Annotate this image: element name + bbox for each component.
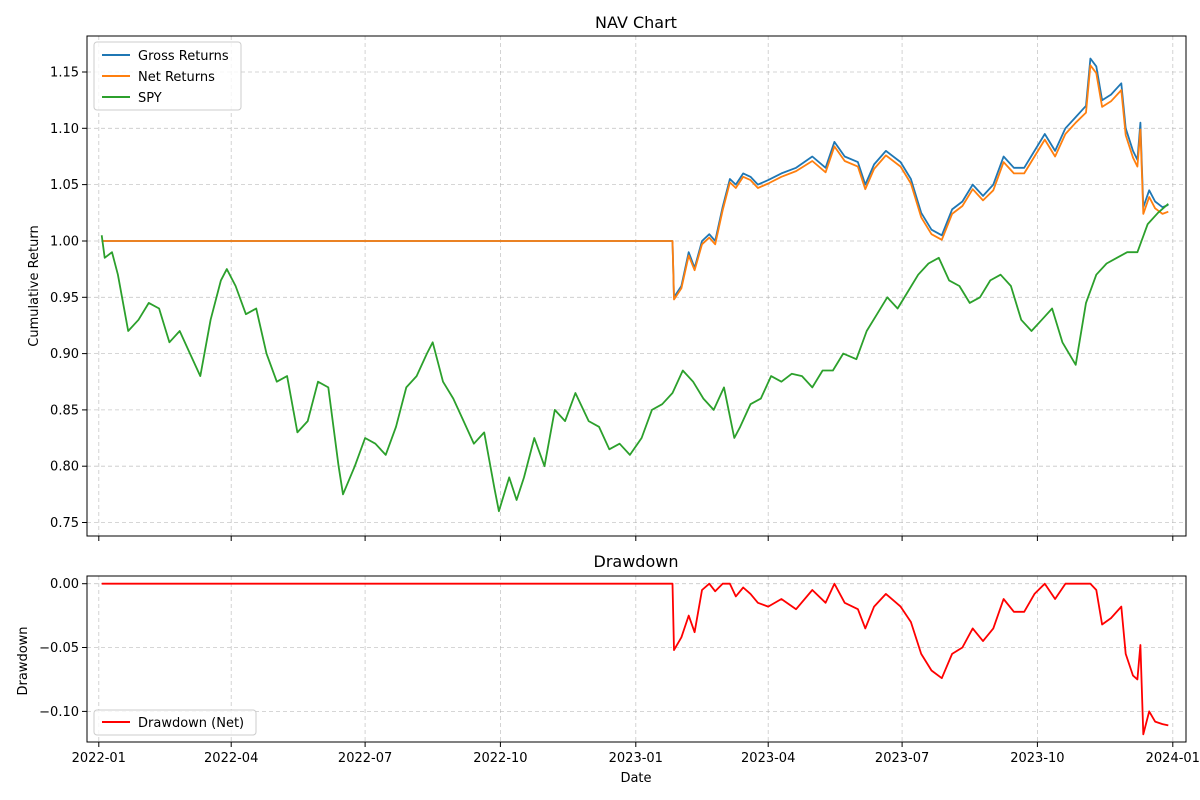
legend-label-gross: Gross Returns bbox=[138, 49, 229, 64]
drawdown-x-tick-label: 2022-04 bbox=[204, 751, 258, 766]
drawdown-series-group bbox=[101, 582, 1169, 736]
nav-legend-box bbox=[93, 41, 242, 111]
nav-y-tick-label: 0.75 bbox=[50, 516, 79, 531]
drawdown-x-tick-label: 2023-10 bbox=[1010, 751, 1064, 766]
drawdown-legend-box bbox=[93, 709, 257, 736]
drawdown-legend: Drawdown (Net) bbox=[93, 709, 257, 736]
drawdown-y-tick-label: 0.00 bbox=[50, 577, 79, 592]
drawdown-x-tick-label: 2022-10 bbox=[473, 751, 527, 766]
series-line-net-returns bbox=[101, 64, 1169, 301]
drawdown-title: Drawdown bbox=[594, 552, 679, 571]
drawdown-panel: Drawdown Drawdown Date 2022-01 2022-04 202… bbox=[16, 552, 1200, 786]
nav-y-tick-label: 1.15 bbox=[50, 66, 79, 81]
nav-chart-panel: NAV Chart Cumulative Return 0.75 0.80 0.85… bbox=[27, 13, 1187, 541]
drawdown-plot-frame bbox=[86, 575, 1187, 743]
drawdown-y-axis-label: Drawdown bbox=[16, 626, 31, 695]
nav-y-tick-label: 0.90 bbox=[50, 347, 79, 362]
drawdown-x-tick-label: 2022-07 bbox=[338, 751, 392, 766]
nav-y-tick-label: 1.05 bbox=[50, 178, 79, 193]
drawdown-y-tick-label: −0.10 bbox=[39, 705, 79, 720]
drawdown-x-tick-label: 2023-04 bbox=[741, 751, 795, 766]
nav-series-group bbox=[100, 57, 1169, 513]
nav-y-tick-label: 0.95 bbox=[50, 291, 79, 306]
drawdown-x-tick-label: 2024-01 bbox=[1146, 751, 1200, 766]
drawdown-x-tick-label: 2023-01 bbox=[609, 751, 663, 766]
nav-y-tick-label: 1.10 bbox=[50, 122, 79, 137]
nav-legend: Gross Returns Net Returns SPY bbox=[93, 41, 242, 111]
nav-ticks: 0.75 0.80 0.85 0.90 0.95 1.00 1.05 1.10 1.15 bbox=[50, 66, 1174, 541]
legend-label-spy: SPY bbox=[138, 91, 162, 106]
series-line-drawdown-net bbox=[101, 582, 1169, 736]
legend-label-net: Net Returns bbox=[138, 70, 215, 85]
nav-y-tick-label: 1.00 bbox=[50, 235, 79, 250]
drawdown-x-tick-label: 2023-07 bbox=[875, 751, 929, 766]
nav-chart-title: NAV Chart bbox=[595, 13, 677, 32]
nav-y-tick-label: 0.85 bbox=[50, 403, 79, 418]
series-line-spy bbox=[100, 203, 1169, 513]
drawdown-x-tick-label: 2022-01 bbox=[72, 751, 126, 766]
drawdown-y-tick-label: −0.05 bbox=[39, 641, 79, 656]
x-axis-label: Date bbox=[620, 771, 651, 786]
nav-y-axis-label: Cumulative Return bbox=[27, 225, 42, 346]
drawdown-ticks: 2022-01 2022-04 2022-07 2022-10 2023-01 2023-… bbox=[39, 577, 1200, 766]
nav-plot-frame bbox=[86, 35, 1187, 537]
nav-y-tick-label: 0.80 bbox=[50, 460, 79, 475]
legend-label-drawdown: Drawdown (Net) bbox=[138, 716, 244, 731]
